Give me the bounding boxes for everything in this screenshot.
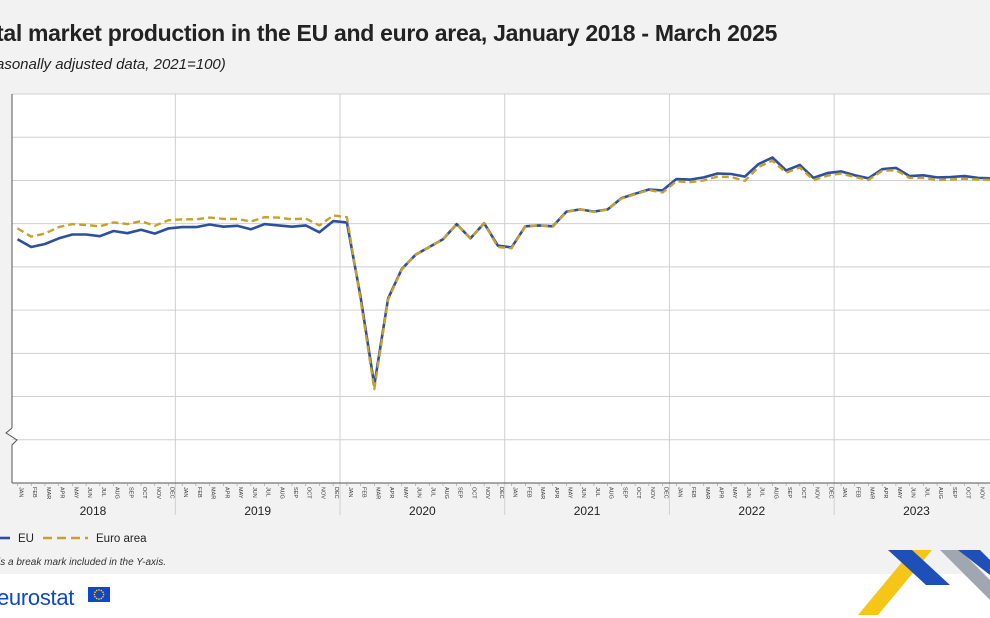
month-tick-label: JUL <box>265 487 271 497</box>
month-tick-label: OCT <box>141 487 147 499</box>
month-tick-label: JUN <box>86 487 92 498</box>
month-tick-label: SEP <box>127 487 133 498</box>
month-tick-label: NOV <box>155 487 161 499</box>
month-tick-label: DEC <box>168 487 174 499</box>
year-tick-label: 2022 <box>738 504 765 518</box>
month-tick-label: SEP <box>951 487 957 498</box>
month-tick-label: JUN <box>745 487 751 498</box>
month-tick-label: APR <box>388 487 394 498</box>
series-line-euro-area <box>16 159 990 391</box>
eu-flag-icon <box>88 587 110 602</box>
month-tick-label: JUL <box>759 487 765 497</box>
plot-area <box>12 94 990 483</box>
month-tick-label: OCT <box>306 487 312 499</box>
y-axis-break <box>5 427 18 483</box>
month-tick-label: AUG <box>937 487 943 499</box>
month-tick-label: NOV <box>649 487 655 499</box>
month-tick-label: FEB <box>855 487 861 498</box>
eurostat-logo[interactable]: eurostat <box>0 585 75 610</box>
month-tick-label: JUL <box>594 487 600 497</box>
month-tick-label: MAR <box>210 487 216 499</box>
month-tick-label: MAY <box>567 487 573 499</box>
year-tick-label: 2020 <box>409 504 436 518</box>
year-tick-label: 2018 <box>80 504 107 518</box>
month-tick-label: JAN <box>347 487 353 497</box>
month-tick-label: DEC <box>827 487 833 499</box>
month-tick-label: AUG <box>608 487 614 499</box>
month-tick-label: OCT <box>470 487 476 499</box>
month-tick-label: JAN <box>512 487 518 497</box>
month-tick-label: AUG <box>772 487 778 499</box>
month-tick-label: SEP <box>457 487 463 498</box>
line-chart: JAN FEB MAR APR MAY JUN JUL AUG SEP OCT NOV DEC JAN F… <box>0 93 990 545</box>
month-tick-label: NOV <box>319 487 325 499</box>
month-tick-label: JUN <box>416 487 422 498</box>
month-tick-label: AUG <box>278 487 284 499</box>
legend-label-eu: EU <box>18 533 34 545</box>
month-tick-label: JUL <box>100 487 106 497</box>
decorative-chevrons-icon <box>858 550 990 615</box>
month-tick-label: AUG <box>443 487 449 499</box>
month-tick-label: MAR <box>539 487 545 499</box>
month-tick-label: MAR <box>704 487 710 499</box>
series-line-eu <box>16 156 990 387</box>
month-tick-label: OCT <box>635 487 641 499</box>
month-tick-label: JAN <box>841 487 847 497</box>
month-tick-label: FEB <box>361 487 367 498</box>
month-tick-label: MAR <box>45 487 51 499</box>
year-tick-label: 2019 <box>244 504 271 518</box>
footer-bar <box>0 574 990 618</box>
month-tick-label: SEP <box>786 487 792 498</box>
month-tick-label: MAY <box>402 487 408 499</box>
month-tick-label: MAY <box>731 487 737 499</box>
month-tick-label: MAR <box>374 487 380 499</box>
month-tick-label: JUN <box>251 487 257 498</box>
month-tick-label: OCT <box>800 487 806 499</box>
month-tick-label: DEC <box>498 487 504 499</box>
month-tick-label: JAN <box>676 487 682 497</box>
y-axis-break-note: is a break mark included in the Y-axis. <box>0 557 167 568</box>
chart-subtitle: asonally adjusted data, 2021=100) <box>0 56 226 73</box>
month-tick-label: FEB <box>690 487 696 498</box>
month-tick-label: JUN <box>580 487 586 498</box>
month-tick-label: JAN <box>18 487 24 497</box>
month-tick-label: APR <box>553 487 559 498</box>
month-tick-label: FEB <box>525 487 531 498</box>
month-tick-label: MAR <box>868 487 874 499</box>
month-tick-label: FEB <box>196 487 202 498</box>
month-tick-label: APR <box>717 487 723 498</box>
month-tick-label: JUN <box>910 487 916 498</box>
month-tick-label: DEC <box>333 487 339 499</box>
month-tick-label: NOV <box>978 487 984 499</box>
chart-title: tal market production in the EU and euro… <box>0 20 778 46</box>
month-tick-label: APR <box>882 487 888 498</box>
year-tick-label: 2021 <box>574 504 601 518</box>
legend-label-euro-area: Euro area <box>96 533 147 545</box>
month-tick-label: NOV <box>484 487 490 499</box>
month-tick-label: NOV <box>814 487 820 499</box>
month-tick-label: AUG <box>114 487 120 499</box>
month-tick-label: APR <box>223 487 229 498</box>
month-tick-label: MAY <box>896 487 902 499</box>
month-tick-label: MAY <box>237 487 243 499</box>
month-tick-label: FEB <box>31 487 37 498</box>
month-tick-label: JUL <box>429 487 435 497</box>
month-tick-label: MAY <box>72 487 78 499</box>
year-tick-label: 2023 <box>903 504 930 518</box>
month-tick-label: DEC <box>663 487 669 499</box>
month-tick-label: APR <box>59 487 65 498</box>
month-tick-label: JAN <box>182 487 188 497</box>
month-tick-label: OCT <box>965 487 971 499</box>
month-tick-label: SEP <box>292 487 298 498</box>
month-tick-label: SEP <box>621 487 627 498</box>
month-tick-label: JUL <box>923 487 929 497</box>
